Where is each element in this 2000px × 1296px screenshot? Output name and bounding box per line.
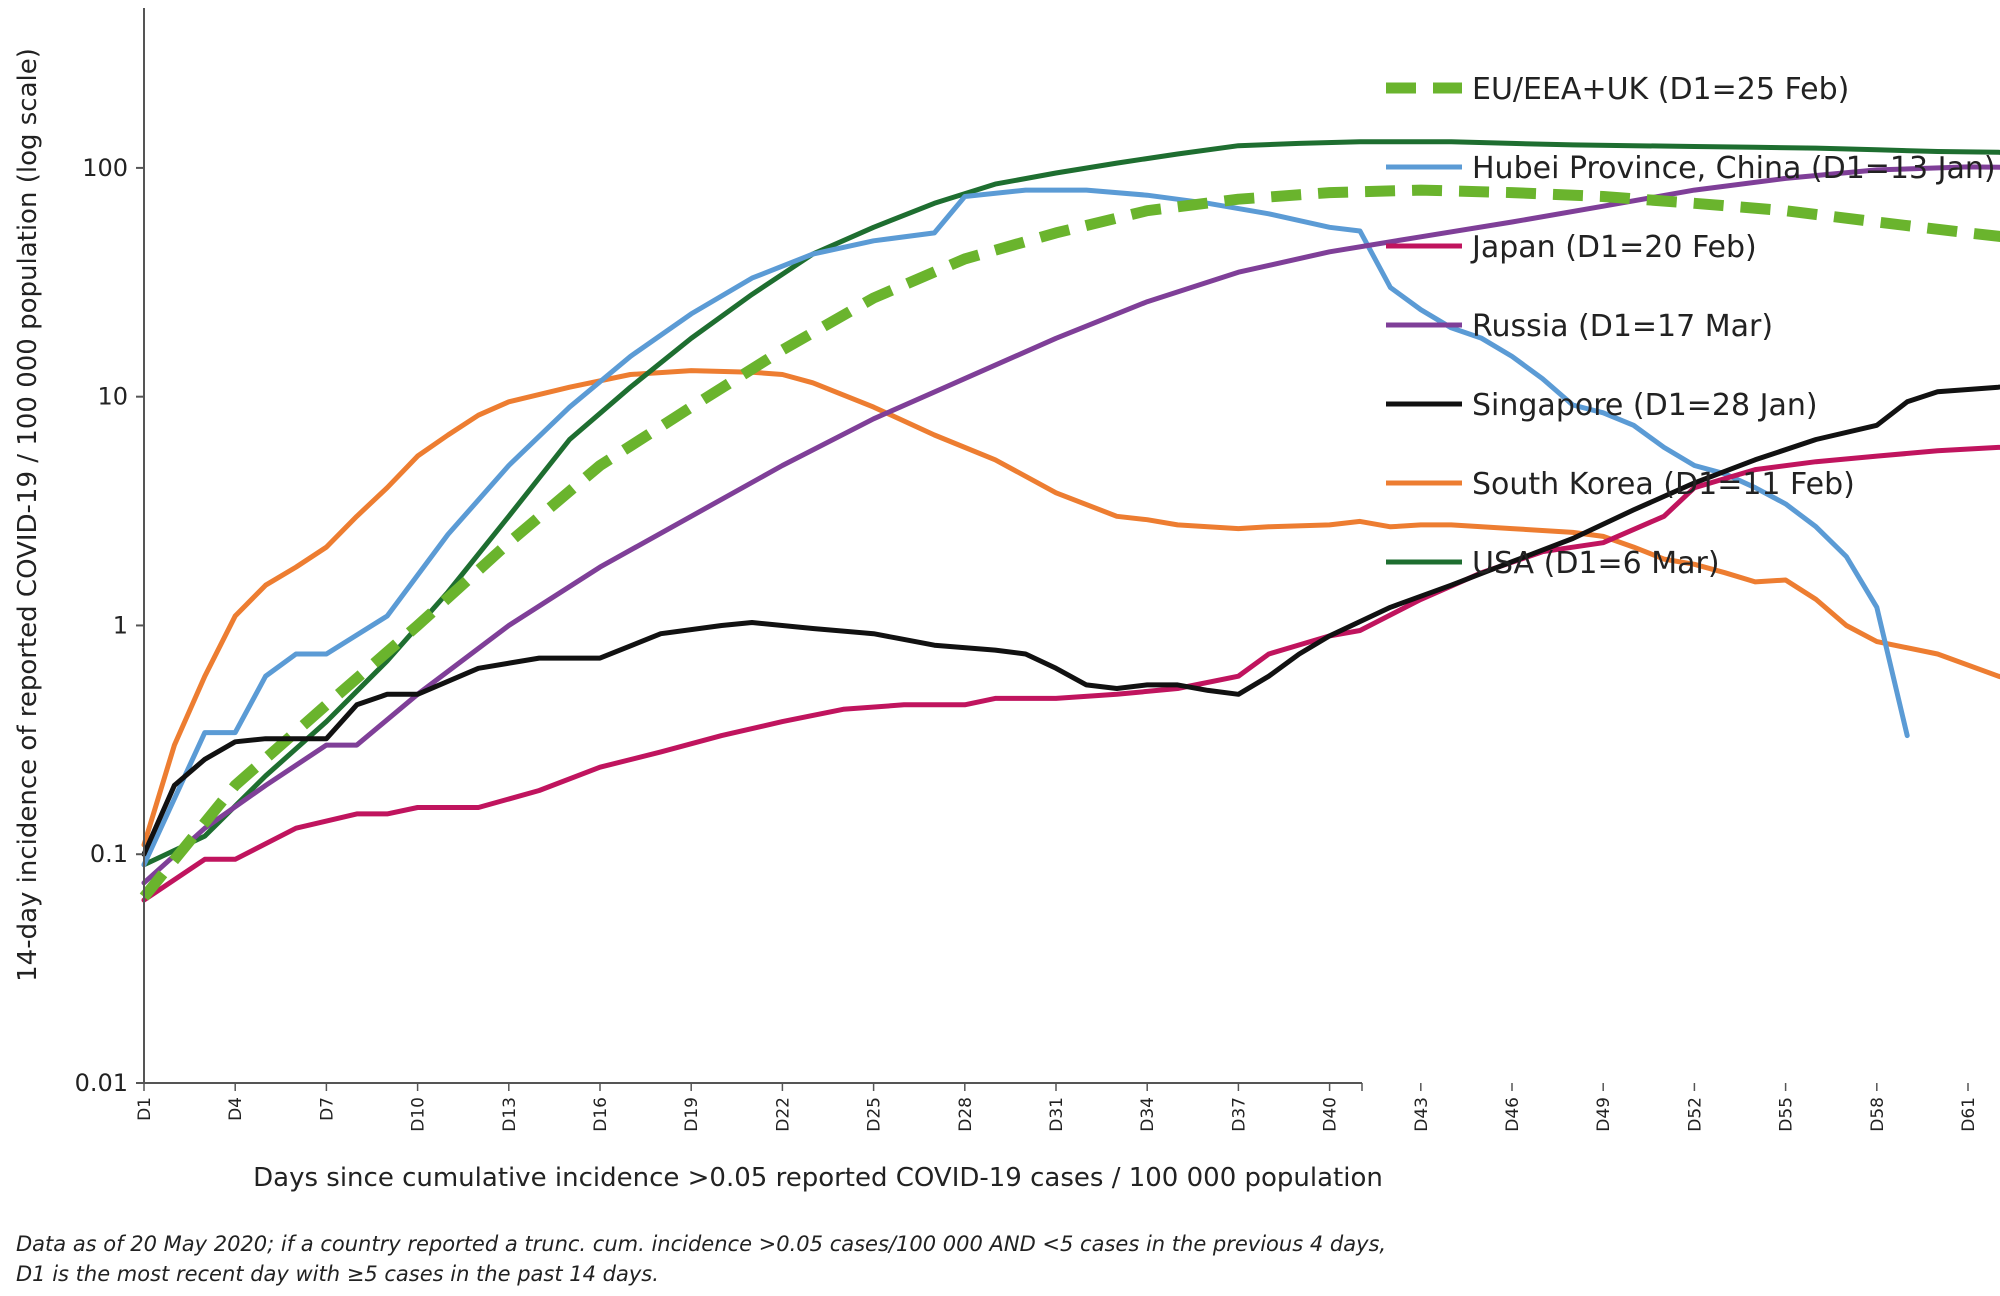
legend-label: Japan (D1=20 Feb) [1470,230,1757,265]
y-tick-label: 1 [113,611,128,639]
x-tick-label: D43 [1412,1097,1432,1132]
series-line-hubei [141,187,1910,868]
x-tick-label: D7 [317,1097,337,1121]
x-tick-label: D46 [1503,1097,1523,1132]
y-tick-label: 0.1 [90,840,128,868]
x-tick-label: D37 [1229,1097,1249,1132]
footnote-line-2: D1 is the most recent day with ≥5 cases … [16,1262,659,1286]
series-line-japan [141,444,2000,903]
y-tick-label: 100 [82,154,128,182]
y-tick-label: 0.01 [75,1069,128,1097]
legend-label: Singapore (D1=28 Jan) [1472,388,1818,423]
x-tick-label: D52 [1685,1097,1705,1132]
legend-label: EU/EEA+UK (D1=25 Feb) [1472,72,1849,107]
legend-label: Hubei Province, China (D1=13 Jan) [1472,151,1996,186]
x-tick-label: D34 [1138,1097,1158,1132]
x-axis-title: Days since cumulative incidence >0.05 re… [253,1163,1383,1193]
legend: EU/EEA+UK (D1=25 Feb) Hubei Province, Chi… [1386,72,1996,581]
series-line-usa [141,139,2000,868]
x-tick-label: D49 [1594,1097,1614,1132]
y-axis-title: 14-day incidence of reported COVID-19 / … [13,48,43,982]
legend-label: USA (D1=6 Mar) [1472,546,1720,581]
series-line-singapore [141,384,2000,857]
x-tick-label: D10 [409,1097,429,1132]
plot-area [139,139,2000,903]
x-tick-label: D13 [500,1097,520,1132]
legend-label: Russia (D1=17 Mar) [1472,309,1773,344]
series-line-eueeauk [139,184,2000,901]
series-line-south [141,368,2000,848]
x-tick-label: D1 [135,1097,155,1121]
x-tick-label: D61 [1959,1097,1979,1132]
x-tick-label: D58 [1868,1097,1888,1132]
x-tick-label: D55 [1777,1097,1797,1132]
y-tick-label: 10 [97,383,128,411]
x-tick-label: D25 [865,1097,885,1132]
x-tick-label: D19 [682,1097,702,1132]
x-tick-label: D22 [773,1097,793,1132]
footnote-line-1: Data as of 20 May 2020; if a country rep… [16,1232,1387,1256]
x-tick-label: D40 [1321,1097,1341,1132]
x-tick-label: D16 [591,1097,611,1132]
series-line-russia [141,164,2000,886]
x-tick-label: D4 [226,1097,246,1121]
axes: 0.01 0.1 1 10 100 D1 D4 D7 D10 D13 D16 D19 D22 D25 D28… [75,8,1979,1132]
legend-label: South Korea (D1=11 Feb) [1472,467,1855,502]
x-tick-label: D31 [1047,1097,1067,1132]
x-tick-label: D28 [956,1097,976,1132]
